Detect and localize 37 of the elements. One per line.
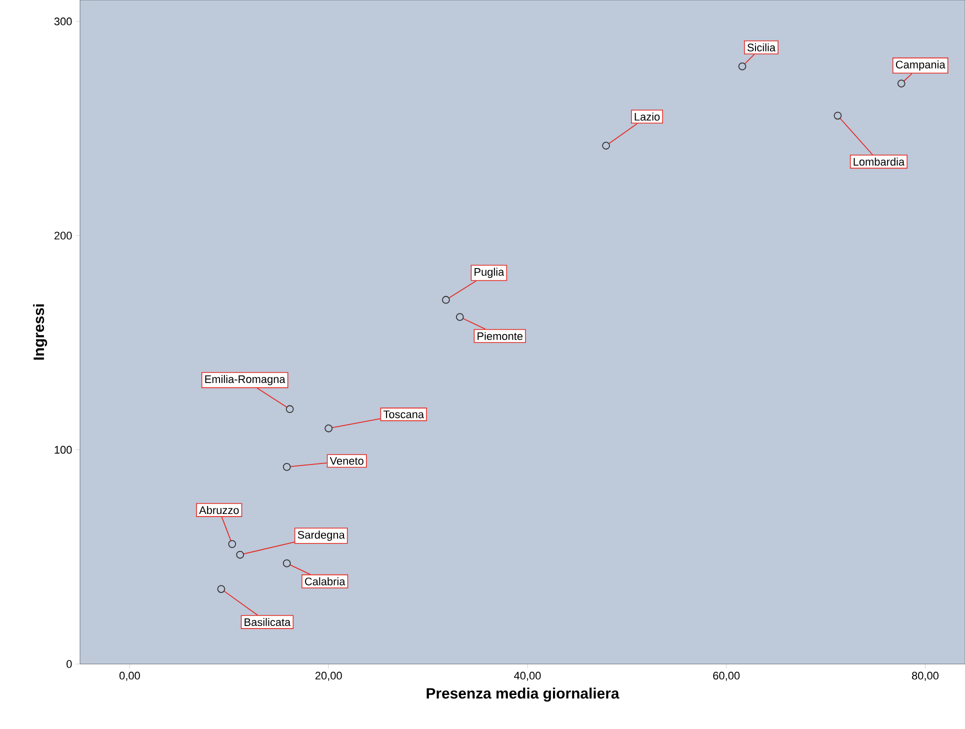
point bbox=[282, 463, 291, 471]
y-tick-label: 200 bbox=[54, 232, 72, 240]
annotation: Sicilia bbox=[747, 43, 776, 52]
y-tick-label: 100 bbox=[54, 446, 72, 454]
annotation: Calabria bbox=[304, 577, 346, 586]
annotation: Lazio bbox=[634, 112, 660, 121]
point bbox=[738, 62, 746, 70]
annotation: Basilicata bbox=[244, 618, 291, 626]
x-tick-label: 60,00 bbox=[713, 672, 740, 681]
point bbox=[456, 313, 464, 321]
annotation: Veneto bbox=[330, 457, 364, 465]
point bbox=[442, 296, 450, 304]
point bbox=[217, 585, 226, 593]
annotation: Sardegna bbox=[298, 530, 345, 541]
annotation: Piemonte bbox=[478, 332, 523, 340]
annotation: Puglia bbox=[474, 268, 504, 278]
annotation: Emilia-Romagna bbox=[205, 375, 286, 386]
point bbox=[236, 550, 244, 559]
point bbox=[228, 540, 236, 548]
annotation: Abruzzo bbox=[199, 506, 239, 514]
point bbox=[897, 80, 906, 88]
y-tick-label: 0 bbox=[66, 660, 72, 668]
x-tick-label: 40,00 bbox=[514, 672, 541, 681]
point bbox=[286, 405, 294, 414]
x-axis-title: Presenza media giornaliera bbox=[426, 688, 620, 702]
point bbox=[324, 424, 333, 432]
point bbox=[282, 559, 291, 568]
annotation: Lombardia bbox=[854, 158, 905, 166]
y-tick-label: 300 bbox=[54, 18, 72, 26]
x-tick-label: 20,00 bbox=[315, 672, 342, 681]
x-tick-label: 80,00 bbox=[912, 672, 939, 681]
annotation: Toscana bbox=[383, 410, 424, 418]
y-axis-title: Ingressi bbox=[33, 304, 48, 360]
x-tick-label: 0,00 bbox=[119, 672, 140, 681]
point bbox=[834, 112, 842, 120]
annotation: Campania bbox=[896, 60, 946, 71]
point bbox=[602, 142, 610, 150]
